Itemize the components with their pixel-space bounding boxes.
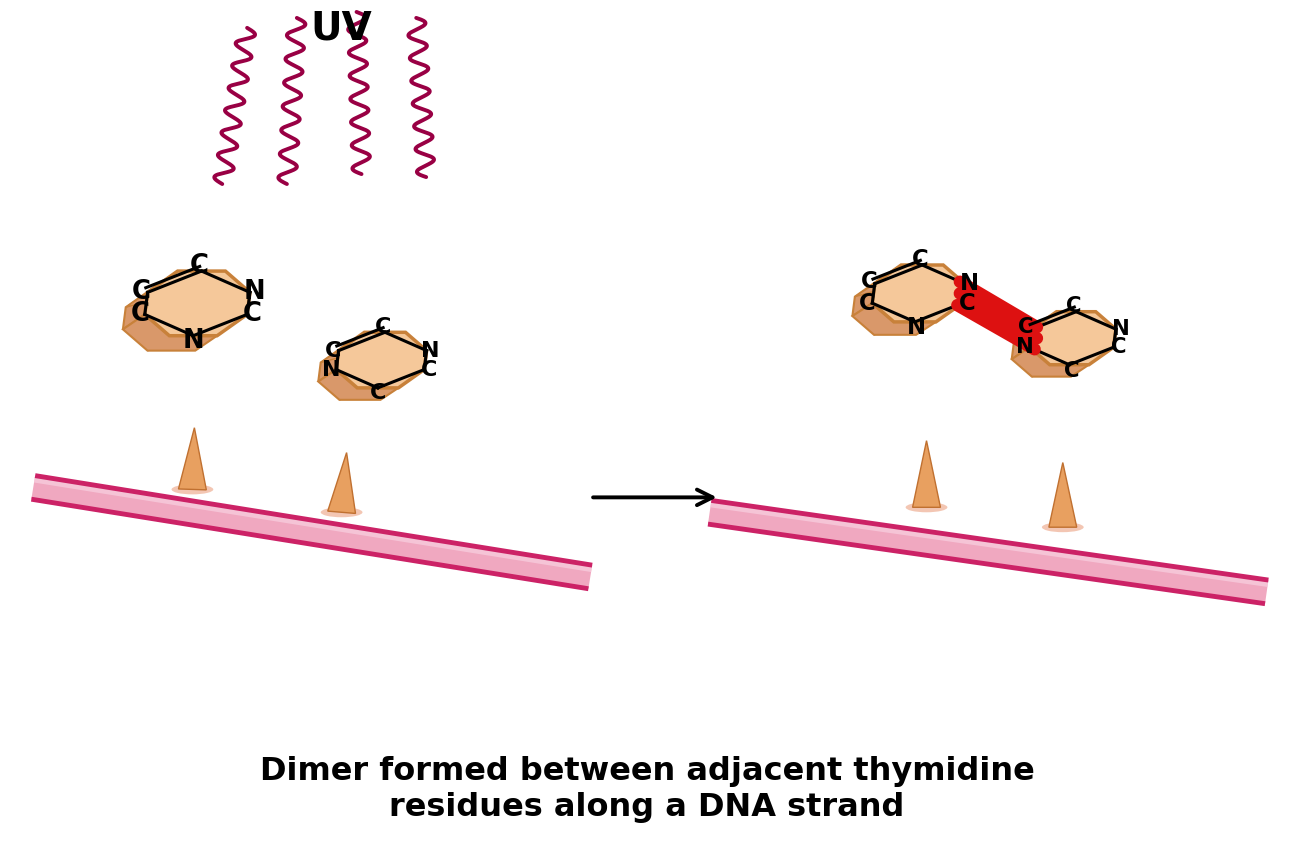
Polygon shape [1012, 312, 1057, 377]
Polygon shape [710, 500, 1268, 587]
Text: C: C [375, 317, 391, 337]
Polygon shape [123, 271, 177, 351]
Ellipse shape [321, 507, 362, 517]
Polygon shape [318, 332, 365, 399]
Polygon shape [1014, 312, 1096, 341]
Polygon shape [1030, 312, 1115, 365]
Polygon shape [327, 452, 356, 514]
Text: C: C [242, 301, 261, 327]
Text: N: N [322, 360, 340, 379]
Polygon shape [708, 500, 1268, 604]
Text: C: C [132, 279, 151, 305]
Text: N: N [1112, 320, 1130, 339]
Polygon shape [34, 476, 593, 572]
Polygon shape [853, 303, 936, 335]
Polygon shape [179, 428, 206, 489]
Text: C: C [1110, 337, 1126, 357]
Polygon shape [126, 271, 225, 307]
Ellipse shape [1042, 522, 1083, 532]
Text: C: C [370, 383, 386, 403]
Text: N: N [1016, 337, 1034, 357]
Text: UV: UV [311, 10, 373, 48]
Text: C: C [1066, 296, 1082, 315]
Polygon shape [853, 265, 901, 335]
Polygon shape [321, 332, 405, 362]
Text: N: N [422, 341, 440, 361]
Text: C: C [959, 292, 976, 315]
Text: N: N [243, 279, 265, 305]
Text: C: C [325, 341, 340, 361]
Polygon shape [855, 265, 943, 297]
Text: N: N [960, 272, 980, 295]
Polygon shape [336, 332, 427, 388]
Polygon shape [1049, 463, 1077, 527]
Ellipse shape [906, 502, 947, 512]
Polygon shape [31, 476, 593, 589]
Text: C: C [912, 247, 929, 271]
Text: C: C [190, 253, 210, 279]
Text: C: C [1064, 361, 1079, 381]
Ellipse shape [172, 484, 214, 495]
Text: C: C [859, 292, 876, 315]
Text: Dimer formed between adjacent thymidine
residues along a DNA strand: Dimer formed between adjacent thymidine … [260, 756, 1034, 822]
Polygon shape [123, 315, 217, 351]
Polygon shape [912, 441, 941, 507]
Text: C: C [1018, 317, 1034, 337]
Polygon shape [318, 369, 399, 399]
Text: C: C [421, 360, 437, 379]
Polygon shape [145, 271, 250, 336]
Text: C: C [131, 301, 149, 327]
Polygon shape [872, 265, 965, 322]
Text: N: N [182, 328, 204, 354]
Polygon shape [1012, 347, 1090, 377]
Text: C: C [861, 270, 877, 294]
Text: N: N [907, 316, 927, 340]
